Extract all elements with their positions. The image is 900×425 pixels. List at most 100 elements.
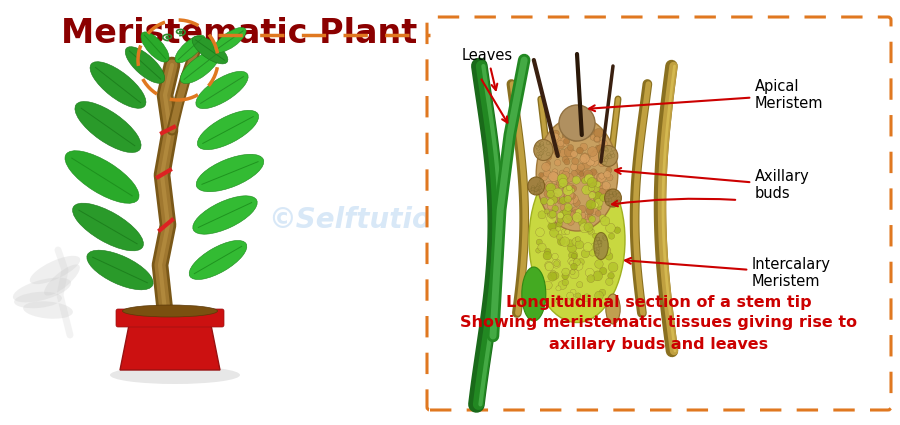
Circle shape — [596, 180, 603, 187]
Circle shape — [572, 253, 577, 259]
Circle shape — [543, 251, 552, 260]
Circle shape — [599, 215, 606, 221]
Circle shape — [556, 226, 561, 231]
Circle shape — [606, 199, 609, 202]
Circle shape — [589, 192, 596, 199]
Circle shape — [552, 259, 561, 268]
Circle shape — [566, 150, 575, 159]
Circle shape — [588, 228, 593, 233]
Ellipse shape — [536, 117, 617, 231]
Ellipse shape — [214, 28, 246, 53]
Circle shape — [552, 272, 559, 279]
Circle shape — [557, 212, 563, 219]
Circle shape — [544, 170, 551, 177]
Circle shape — [604, 159, 608, 162]
Circle shape — [536, 228, 544, 237]
Circle shape — [614, 227, 621, 233]
Circle shape — [571, 151, 578, 157]
Circle shape — [590, 243, 598, 250]
Circle shape — [557, 174, 567, 184]
Ellipse shape — [14, 292, 62, 308]
Circle shape — [562, 279, 569, 286]
Circle shape — [547, 199, 554, 206]
Circle shape — [594, 136, 599, 142]
Circle shape — [546, 190, 554, 198]
Circle shape — [597, 173, 606, 182]
Circle shape — [594, 136, 600, 142]
Circle shape — [569, 193, 576, 199]
Circle shape — [545, 181, 553, 188]
Circle shape — [573, 126, 583, 136]
Circle shape — [571, 210, 580, 219]
Ellipse shape — [44, 264, 80, 295]
Circle shape — [575, 236, 580, 242]
Circle shape — [548, 172, 558, 181]
Circle shape — [580, 156, 588, 163]
Circle shape — [552, 253, 558, 260]
Circle shape — [562, 122, 569, 130]
Circle shape — [531, 188, 535, 191]
Circle shape — [545, 183, 555, 193]
Circle shape — [576, 213, 581, 219]
Circle shape — [583, 169, 589, 175]
Ellipse shape — [192, 36, 228, 64]
Circle shape — [580, 153, 590, 162]
Circle shape — [554, 261, 560, 266]
Circle shape — [536, 239, 543, 245]
Circle shape — [583, 243, 592, 252]
Circle shape — [567, 206, 572, 211]
Circle shape — [568, 199, 574, 204]
Circle shape — [562, 214, 572, 224]
Circle shape — [572, 238, 580, 246]
Circle shape — [608, 153, 611, 157]
Circle shape — [578, 164, 584, 171]
Circle shape — [600, 147, 604, 151]
Circle shape — [562, 171, 570, 179]
Circle shape — [562, 131, 571, 140]
Ellipse shape — [594, 232, 608, 260]
Circle shape — [597, 188, 607, 198]
Circle shape — [613, 193, 617, 197]
Circle shape — [538, 183, 546, 191]
Circle shape — [602, 235, 606, 239]
Circle shape — [590, 158, 598, 166]
Circle shape — [554, 148, 561, 155]
Circle shape — [586, 200, 596, 210]
Circle shape — [536, 187, 539, 190]
Circle shape — [606, 192, 609, 196]
Ellipse shape — [196, 71, 248, 109]
Circle shape — [594, 199, 600, 205]
Circle shape — [569, 212, 575, 218]
Ellipse shape — [196, 154, 264, 192]
Circle shape — [590, 250, 596, 256]
Circle shape — [571, 185, 577, 192]
Circle shape — [606, 223, 616, 233]
Circle shape — [570, 260, 575, 266]
Circle shape — [554, 159, 561, 166]
Circle shape — [596, 252, 599, 255]
Circle shape — [536, 143, 539, 147]
Ellipse shape — [559, 105, 595, 141]
Circle shape — [608, 272, 615, 279]
Ellipse shape — [73, 203, 143, 251]
Circle shape — [580, 173, 589, 182]
Ellipse shape — [122, 305, 218, 317]
Circle shape — [609, 194, 613, 198]
Circle shape — [596, 237, 599, 241]
Circle shape — [599, 289, 606, 296]
Circle shape — [583, 294, 591, 302]
Circle shape — [559, 170, 565, 176]
Circle shape — [556, 221, 562, 227]
Circle shape — [552, 205, 558, 212]
Circle shape — [567, 292, 573, 299]
Circle shape — [596, 149, 606, 159]
Circle shape — [562, 130, 571, 138]
Circle shape — [550, 228, 559, 237]
Circle shape — [597, 205, 602, 210]
Circle shape — [575, 241, 583, 249]
Circle shape — [550, 223, 557, 231]
Ellipse shape — [180, 51, 220, 84]
Circle shape — [595, 210, 601, 216]
Circle shape — [564, 159, 570, 165]
Circle shape — [544, 249, 551, 255]
